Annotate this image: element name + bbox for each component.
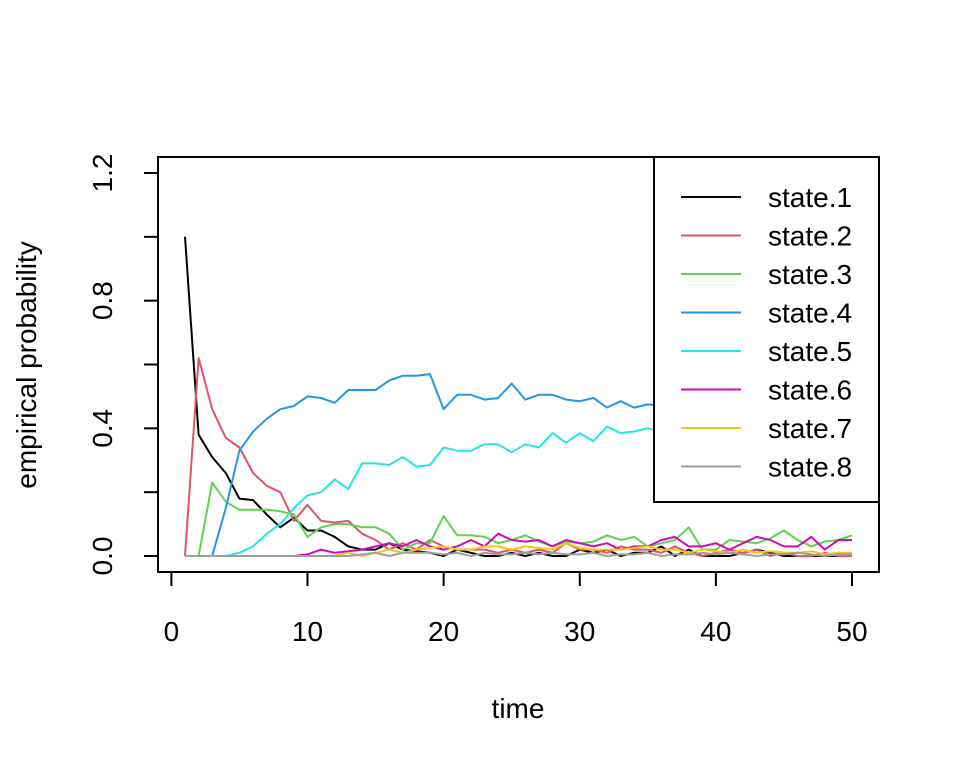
y-tick-label: 0.0 (87, 537, 118, 576)
legend-label-state-8: state.8 (768, 452, 852, 483)
legend-label-state-7: state.7 (768, 413, 852, 444)
x-tick-label: 30 (564, 616, 595, 647)
y-tick-label: 0.8 (87, 281, 118, 320)
series-line-state-8 (185, 551, 852, 557)
x-axis: 0 10 20 30 40 50 (164, 571, 868, 647)
x-tick-label: 40 (700, 616, 731, 647)
y-tick-label: 0.4 (87, 409, 118, 448)
legend-label-state-6: state.6 (768, 375, 852, 406)
x-tick-label: 50 (836, 616, 867, 647)
x-tick-label: 10 (292, 616, 323, 647)
y-tick-label: 1.2 (87, 154, 118, 193)
legend-label-state-5: state.5 (768, 336, 852, 367)
legend-box (653, 156, 880, 503)
x-axis-title: time (492, 693, 545, 724)
x-tick-label: 0 (164, 616, 180, 647)
x-tick-label: 20 (428, 616, 459, 647)
legend-label-state-1: state.1 (768, 182, 852, 213)
legend-label-state-4: state.4 (768, 298, 852, 329)
series-line-state-3 (185, 481, 853, 557)
legend-label-state-2: state.2 (768, 221, 852, 252)
y-axis: 0.0 0.4 0.8 1.2 (87, 154, 159, 576)
legend-label-state-3: state.3 (768, 259, 852, 290)
y-axis-title: empirical probability (11, 241, 42, 488)
legend: state.1 state.2 state.3 state.4 state.5 state… (653, 156, 880, 503)
